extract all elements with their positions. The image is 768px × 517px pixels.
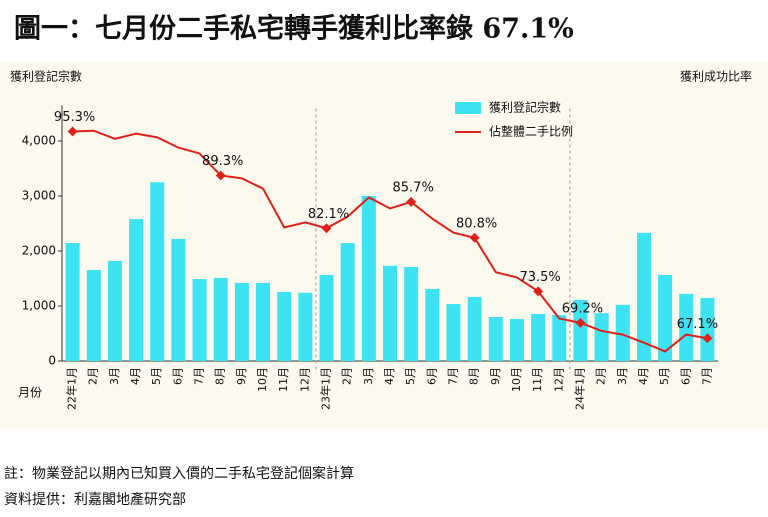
x-tick-label: 2月 [595, 367, 608, 385]
bar [488, 317, 503, 361]
bar [150, 182, 165, 361]
x-tick-label: 23年1月 [319, 367, 333, 410]
data-label: 67.1% [677, 317, 718, 332]
bar [700, 298, 715, 361]
bar [467, 296, 482, 361]
bar [171, 238, 186, 361]
x-tick-label: 12月 [298, 367, 311, 392]
x-tick-label: 9月 [489, 367, 502, 385]
bar [107, 260, 122, 361]
bar [594, 313, 609, 361]
bar [446, 304, 461, 361]
y-tick-label: 0 [48, 354, 56, 368]
bar [256, 282, 271, 361]
bar [425, 288, 440, 361]
x-tick-label: 7月 [446, 367, 459, 385]
bar [234, 282, 249, 361]
bar [679, 293, 694, 361]
x-tick-label: 6月 [171, 367, 184, 385]
bar [573, 299, 588, 361]
bar [319, 274, 334, 361]
x-tick-label: 11月 [277, 367, 290, 392]
bar [192, 279, 207, 361]
bar [86, 269, 101, 361]
y-axis-label: 獲利登記宗數 [10, 69, 82, 84]
data-label: 73.5% [519, 270, 560, 285]
marker [575, 317, 586, 328]
data-label: 69.2% [562, 301, 603, 316]
line [72, 129, 708, 353]
x-tick-label: 5月 [658, 367, 671, 385]
x-tick-label: 24年1月 [572, 367, 586, 410]
x-tick-label: 4月 [129, 367, 142, 385]
legend-label: 獲利登記宗數 [489, 100, 561, 115]
x-tick-label: 4月 [383, 367, 396, 385]
x-tick-label: 4月 [637, 367, 650, 385]
data-label: 80.8% [456, 216, 497, 231]
x-tick-label: 8月 [468, 367, 481, 385]
x-tick-label: 22年1月 [65, 367, 79, 410]
marker [406, 196, 417, 207]
marker [469, 232, 480, 243]
x-tick-label: 12月 [552, 367, 565, 392]
bar [636, 232, 651, 361]
bar [531, 313, 546, 361]
y-tick-label: 2,000 [22, 244, 56, 258]
x-tick-label: 3月 [108, 367, 121, 385]
x-tick-label: 10月 [510, 367, 523, 392]
marker [67, 126, 78, 137]
chart-title: 圖一：七月份二手私宅轉手獲利比率錄 67.1% [14, 13, 574, 45]
marker [702, 333, 713, 344]
legend-swatch [455, 102, 481, 114]
marker [215, 170, 226, 181]
marker [321, 223, 332, 234]
data-label: 95.3% [54, 110, 95, 125]
x-tick-label: 5月 [404, 367, 417, 385]
data-label: 82.1% [308, 207, 349, 222]
bar [383, 265, 397, 361]
x-tick-label: 7月 [193, 367, 206, 385]
bar [65, 243, 80, 361]
bar [361, 196, 376, 361]
bar [658, 274, 673, 361]
x-tick-label: 6月 [425, 367, 438, 385]
data-label: 85.7% [393, 180, 434, 195]
footnote: 資料提供：利嘉閣地產研究部 [4, 491, 186, 508]
bar [298, 292, 313, 361]
marker [533, 286, 544, 297]
x-tick-label: 2月 [341, 367, 354, 385]
x-axis-label: 月份 [18, 386, 42, 400]
y-tick-label: 4,000 [22, 134, 56, 148]
footnote: 註：物業登記以期內已知買入價的二手私宅登記個案計算 [4, 465, 354, 482]
data-label: 89.3% [202, 154, 243, 169]
bar [213, 277, 228, 361]
x-tick-label: 3月 [616, 367, 629, 385]
bar [404, 266, 419, 361]
x-tick-label: 10月 [256, 367, 269, 392]
y-tick-label: 3,000 [22, 189, 56, 203]
x-tick-label: 5月 [150, 367, 163, 385]
bar [552, 315, 567, 361]
bar [340, 243, 355, 361]
bar [129, 219, 144, 361]
x-tick-label: 11月 [531, 367, 544, 392]
x-tick-label: 3月 [362, 367, 375, 385]
legend-label: 佔整體二手比例 [489, 124, 573, 139]
bar [509, 318, 524, 361]
x-tick-label: 7月 [700, 367, 713, 385]
x-tick-label: 6月 [679, 367, 692, 385]
x-tick-label: 9月 [235, 367, 248, 385]
y2-axis-label: 獲利成功比率 [680, 69, 752, 84]
bar [615, 304, 630, 361]
bar [277, 291, 292, 361]
x-tick-label: 2月 [87, 367, 100, 385]
y-tick-label: 1,000 [22, 299, 56, 313]
x-tick-label: 8月 [214, 367, 227, 385]
